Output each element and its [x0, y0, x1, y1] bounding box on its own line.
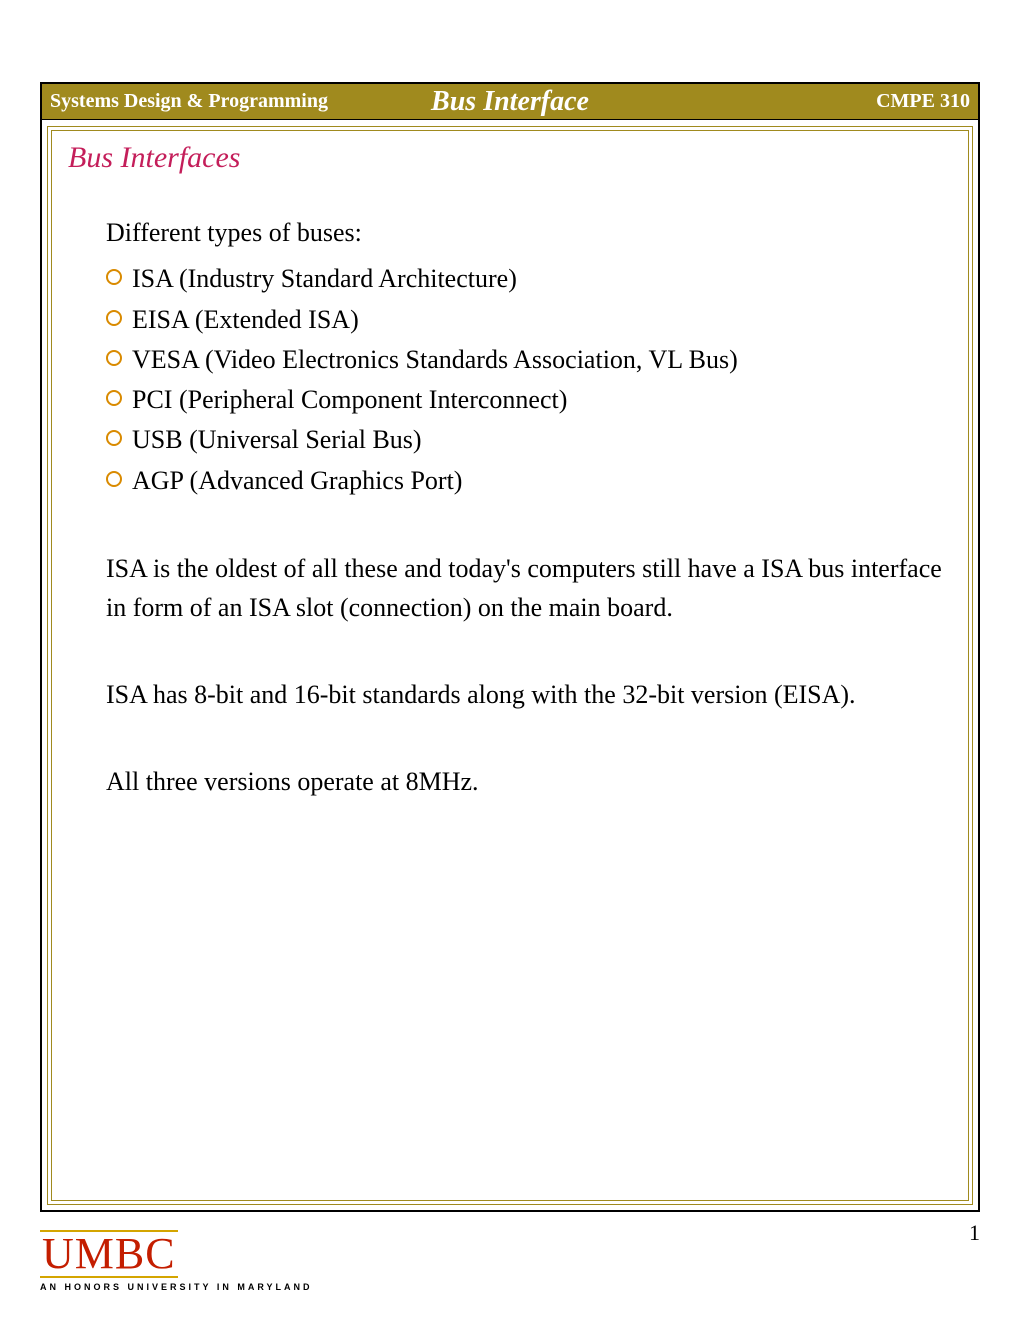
bullet-item: ISA (Industry Standard Architecture) — [106, 259, 952, 299]
bullet-item: PCI (Peripheral Component Interconnect) — [106, 380, 952, 420]
paragraph: All three versions operate at 8MHz. — [106, 762, 952, 801]
header-title: Bus Interface — [42, 86, 978, 118]
bullet-label: VESA (Video Electronics Standards Associ… — [132, 345, 738, 374]
logo-text: UMBC — [40, 1230, 178, 1278]
intro-line: Different types of buses: — [106, 213, 952, 253]
bullet-label: AGP (Advanced Graphics Port) — [132, 466, 462, 495]
slide-frame: Systems Design & Programming Bus Interfa… — [40, 82, 980, 1212]
paragraph: ISA is the oldest of all these and today… — [106, 549, 952, 627]
bullet-item: AGP (Advanced Graphics Port) — [106, 461, 952, 501]
bullet-ring-icon — [106, 269, 122, 285]
bullet-item: VESA (Video Electronics Standards Associ… — [106, 340, 952, 380]
page-number: 1 — [969, 1220, 980, 1246]
bullet-label: EISA (Extended ISA) — [132, 305, 359, 334]
umbc-logo: UMBC AN HONORS UNIVERSITY IN MARYLAND — [40, 1230, 313, 1292]
bullet-ring-icon — [106, 471, 122, 487]
bullet-ring-icon — [106, 310, 122, 326]
logo-tagline: AN HONORS UNIVERSITY IN MARYLAND — [40, 1282, 313, 1292]
paragraph: ISA has 8-bit and 16-bit standards along… — [106, 675, 952, 714]
bullet-list: ISA (Industry Standard Architecture) EIS… — [106, 259, 952, 501]
header-bar: Systems Design & Programming Bus Interfa… — [42, 84, 978, 120]
footer: 1 UMBC AN HONORS UNIVERSITY IN MARYLAND — [40, 1220, 980, 1300]
bullet-item: EISA (Extended ISA) — [106, 300, 952, 340]
bullet-item: USB (Universal Serial Bus) — [106, 420, 952, 460]
bullet-label: ISA (Industry Standard Architecture) — [132, 264, 517, 293]
bullet-label: PCI (Peripheral Component Interconnect) — [132, 385, 567, 414]
header-course-code: CMPE 310 — [876, 90, 970, 113]
bullet-ring-icon — [106, 390, 122, 406]
bullet-label: USB (Universal Serial Bus) — [132, 425, 422, 454]
body-text: Different types of buses: ISA (Industry … — [106, 213, 952, 801]
section-title: Bus Interfaces — [68, 141, 952, 175]
bullet-ring-icon — [106, 350, 122, 366]
content-inner-border: Bus Interfaces Different types of buses:… — [51, 130, 969, 1201]
bullet-ring-icon — [106, 430, 122, 446]
content-outer-border: Bus Interfaces Different types of buses:… — [47, 126, 973, 1205]
